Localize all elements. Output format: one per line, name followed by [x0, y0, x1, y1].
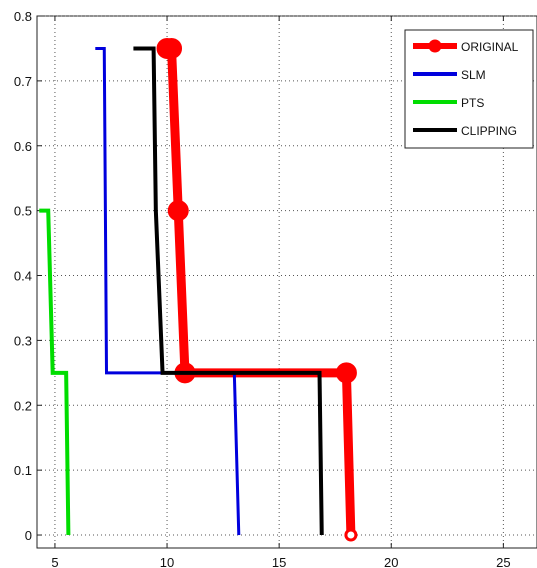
series-original-point: [167, 200, 189, 222]
series-original-point: [344, 528, 358, 542]
series-clipping-line: [133, 46, 324, 536]
legend-label-original: ORIGINAL: [461, 40, 519, 54]
x-tick-label: 20: [384, 555, 398, 568]
series-pts-line: [39, 208, 71, 536]
legend-label-slm: SLM: [461, 68, 486, 82]
legend-marker-original: [428, 39, 442, 53]
series-layer: [39, 37, 358, 542]
legend: ORIGINAL SLM PTS CLIPPING: [404, 29, 534, 149]
y-tick-label: 0: [25, 528, 32, 543]
x-tick-label: 10: [160, 555, 174, 568]
series-original-point: [335, 362, 357, 384]
axis-ticks: 5 10 15 20 25 0 0.1 0.2 0.3 0.4 0.5 0.6 0.7 0.8: [14, 9, 511, 568]
y-tick-label: 0.1: [14, 463, 32, 478]
y-tick-label: 0.5: [14, 204, 32, 219]
y-tick-label: 0.6: [14, 139, 32, 154]
legend-label-clipping: CLIPPING: [461, 124, 517, 138]
y-tick-label: 0.3: [14, 333, 32, 348]
x-tick-label: 25: [496, 555, 510, 568]
series-slm-line: [95, 46, 241, 536]
x-tick-label: 15: [272, 555, 286, 568]
y-tick-label: 0.4: [14, 269, 32, 284]
y-tick-label: 0.7: [14, 74, 32, 89]
legend-label-pts: PTS: [461, 96, 484, 110]
series-original-point: [161, 37, 183, 59]
x-tick-label: 5: [51, 555, 58, 568]
y-tick-label: 0.2: [14, 398, 32, 413]
y-tick-label: 0.8: [14, 9, 32, 24]
